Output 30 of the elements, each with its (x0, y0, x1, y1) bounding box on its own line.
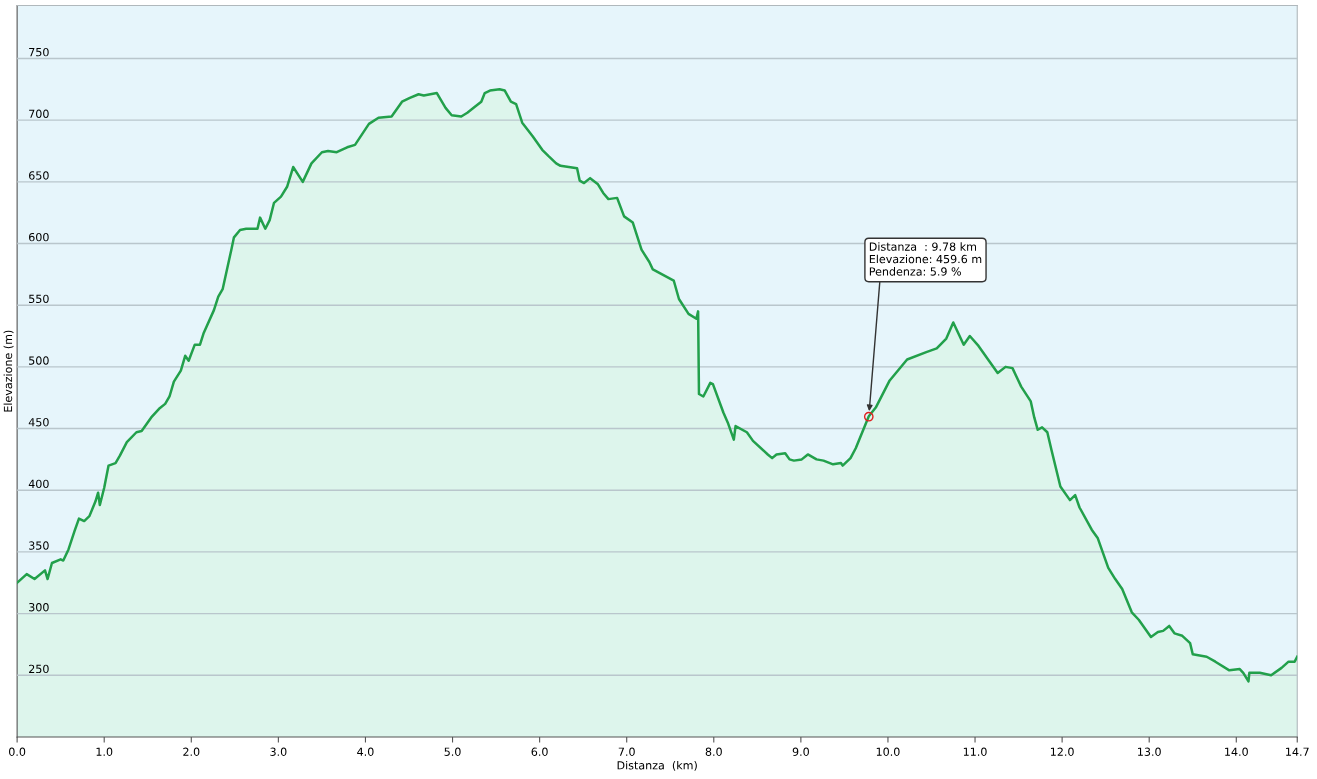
x-tick-label: 0.0 (9, 747, 26, 756)
y-tick-label: 400 (28, 479, 49, 489)
x-tick-label: 8.0 (705, 747, 722, 756)
x-tick-label: 4.0 (357, 747, 374, 756)
y-tick-label: 500 (29, 356, 49, 365)
x-tick-label: 7.0 (618, 747, 635, 756)
y-tick-label: 700 (29, 109, 49, 119)
x-tick-label: 11.0 (963, 747, 987, 756)
x-tick-label: 1.0 (96, 747, 113, 756)
y-tick-label: 650 (29, 171, 49, 180)
y-axis-title: Elevazione (m) (3, 330, 14, 412)
y-tick-label: 600 (29, 232, 49, 242)
x-tick-label: 14.7 (1286, 747, 1309, 756)
x-tick-label: 10.0 (876, 747, 900, 756)
x-tick-label: 14.0 (1225, 747, 1248, 756)
x-tick-label: 6.0 (531, 747, 548, 756)
y-tick-label: 550 (29, 294, 49, 304)
y-tick-label: 250 (29, 664, 49, 674)
x-tick-label: 5.0 (444, 747, 461, 756)
y-tick-label: 750 (29, 47, 49, 57)
x-axis-title: Distanza (km) (617, 760, 697, 771)
y-tick-label: 300 (29, 603, 49, 612)
x-tick-label: 2.0 (183, 747, 200, 756)
annotation: Distanza : 9.78 km Elevazione: 459.6 m Pendenza: 5.9 % (869, 242, 982, 276)
x-tick-label: 13.0 (1138, 747, 1161, 756)
y-tick-label: 450 (28, 418, 49, 427)
x-tick-label: 3.0 (270, 747, 287, 756)
x-tick-label: 9.0 (792, 747, 809, 756)
x-tick-label: 12.0 (1050, 747, 1074, 756)
y-tick-label: 350 (29, 541, 49, 550)
